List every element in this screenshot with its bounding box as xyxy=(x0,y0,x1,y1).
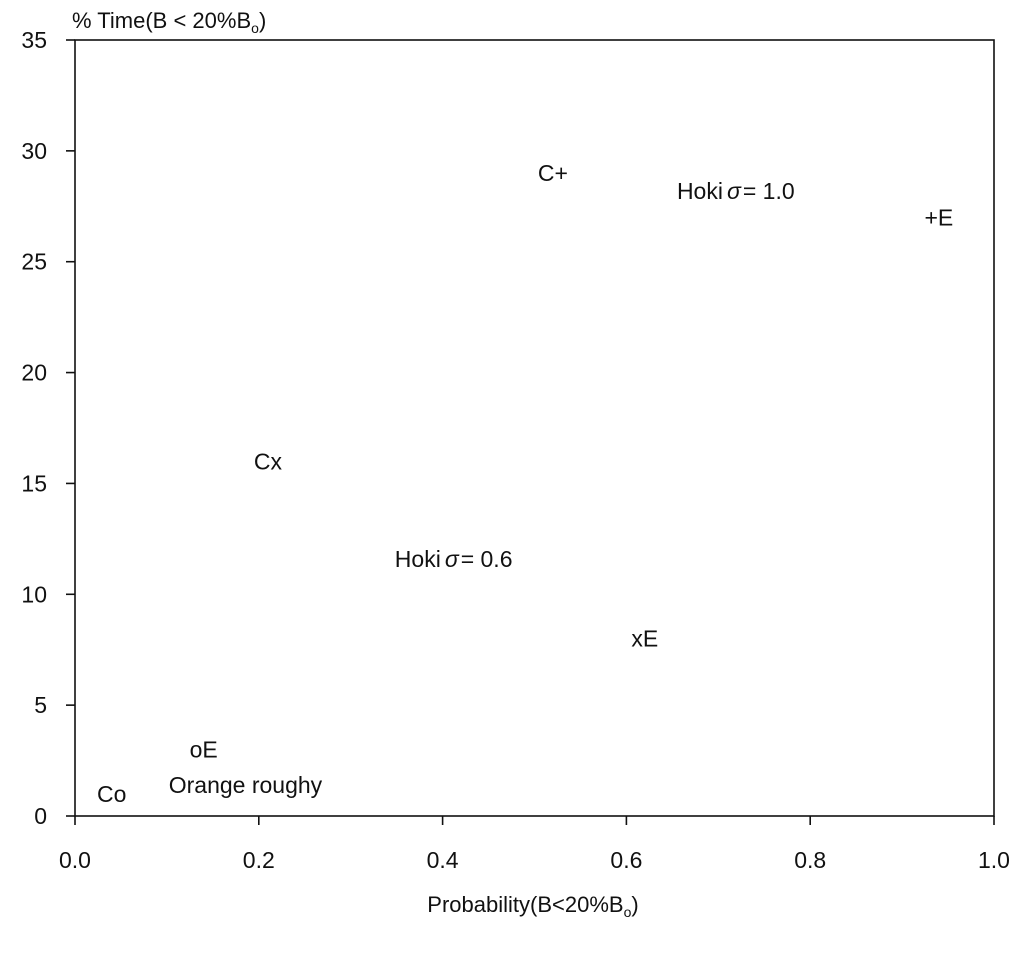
annotation-value: = 0.6 xyxy=(461,546,513,572)
annotation: Orange roughy xyxy=(169,772,323,798)
data-point-label: Cx xyxy=(254,448,283,474)
y-tick-label: 10 xyxy=(21,581,47,607)
x-axis: 0.0 0.2 0.4 0.6 0.8 1.0 xyxy=(59,816,1010,873)
annotation-value: = 1.0 xyxy=(743,178,795,204)
data-point-label: oE xyxy=(190,736,218,762)
y-axis-title-main: % Time(B < 20%B xyxy=(72,8,251,33)
data-point-label: xE xyxy=(631,626,658,652)
annotation: Hoki σ= 1.0 xyxy=(677,178,795,204)
y-tick-label: 35 xyxy=(21,27,47,53)
x-axis-title-sub: o xyxy=(624,904,632,920)
y-tick-label: 20 xyxy=(21,360,47,386)
data-points: Co oE Cx xE C+ +E xyxy=(97,160,953,807)
y-tick-label: 25 xyxy=(21,249,47,275)
y-tick-label: 0 xyxy=(34,803,47,829)
x-tick-label: 0.4 xyxy=(427,847,459,873)
y-tick-label: 5 xyxy=(34,692,47,718)
annotation-sigma: σ xyxy=(445,546,460,572)
x-tick-label: 0.0 xyxy=(59,847,91,873)
data-point-label: +E xyxy=(924,204,953,230)
x-tick-label: 0.2 xyxy=(243,847,275,873)
annotation-sigma: σ xyxy=(727,178,742,204)
x-axis-title: Probability(B<20%Bo) xyxy=(427,892,638,920)
plot-frame xyxy=(74,39,995,817)
y-axis-title-close: ) xyxy=(259,8,266,33)
data-point-label: C+ xyxy=(538,160,568,186)
y-tick-label: 30 xyxy=(21,138,47,164)
y-axis: 0 5 10 15 20 25 30 35 xyxy=(21,27,75,829)
y-tick-label: 15 xyxy=(21,470,47,496)
y-axis-title: % Time(B < 20%Bo) xyxy=(72,8,266,36)
x-axis-title-main: Probability(B<20%B xyxy=(427,892,623,917)
annotation-text: Orange roughy xyxy=(169,772,323,798)
x-tick-label: 0.6 xyxy=(610,847,642,873)
annotation-text: Hoki xyxy=(395,546,441,572)
annotation: Hoki σ= 0.6 xyxy=(395,546,513,572)
data-point-label: Co xyxy=(97,781,126,807)
y-axis-title-sub: o xyxy=(251,20,259,36)
annotation-text: Hoki xyxy=(677,178,723,204)
x-axis-title-close: ) xyxy=(631,892,638,917)
x-tick-label: 0.8 xyxy=(794,847,826,873)
x-tick-label: 1.0 xyxy=(978,847,1010,873)
